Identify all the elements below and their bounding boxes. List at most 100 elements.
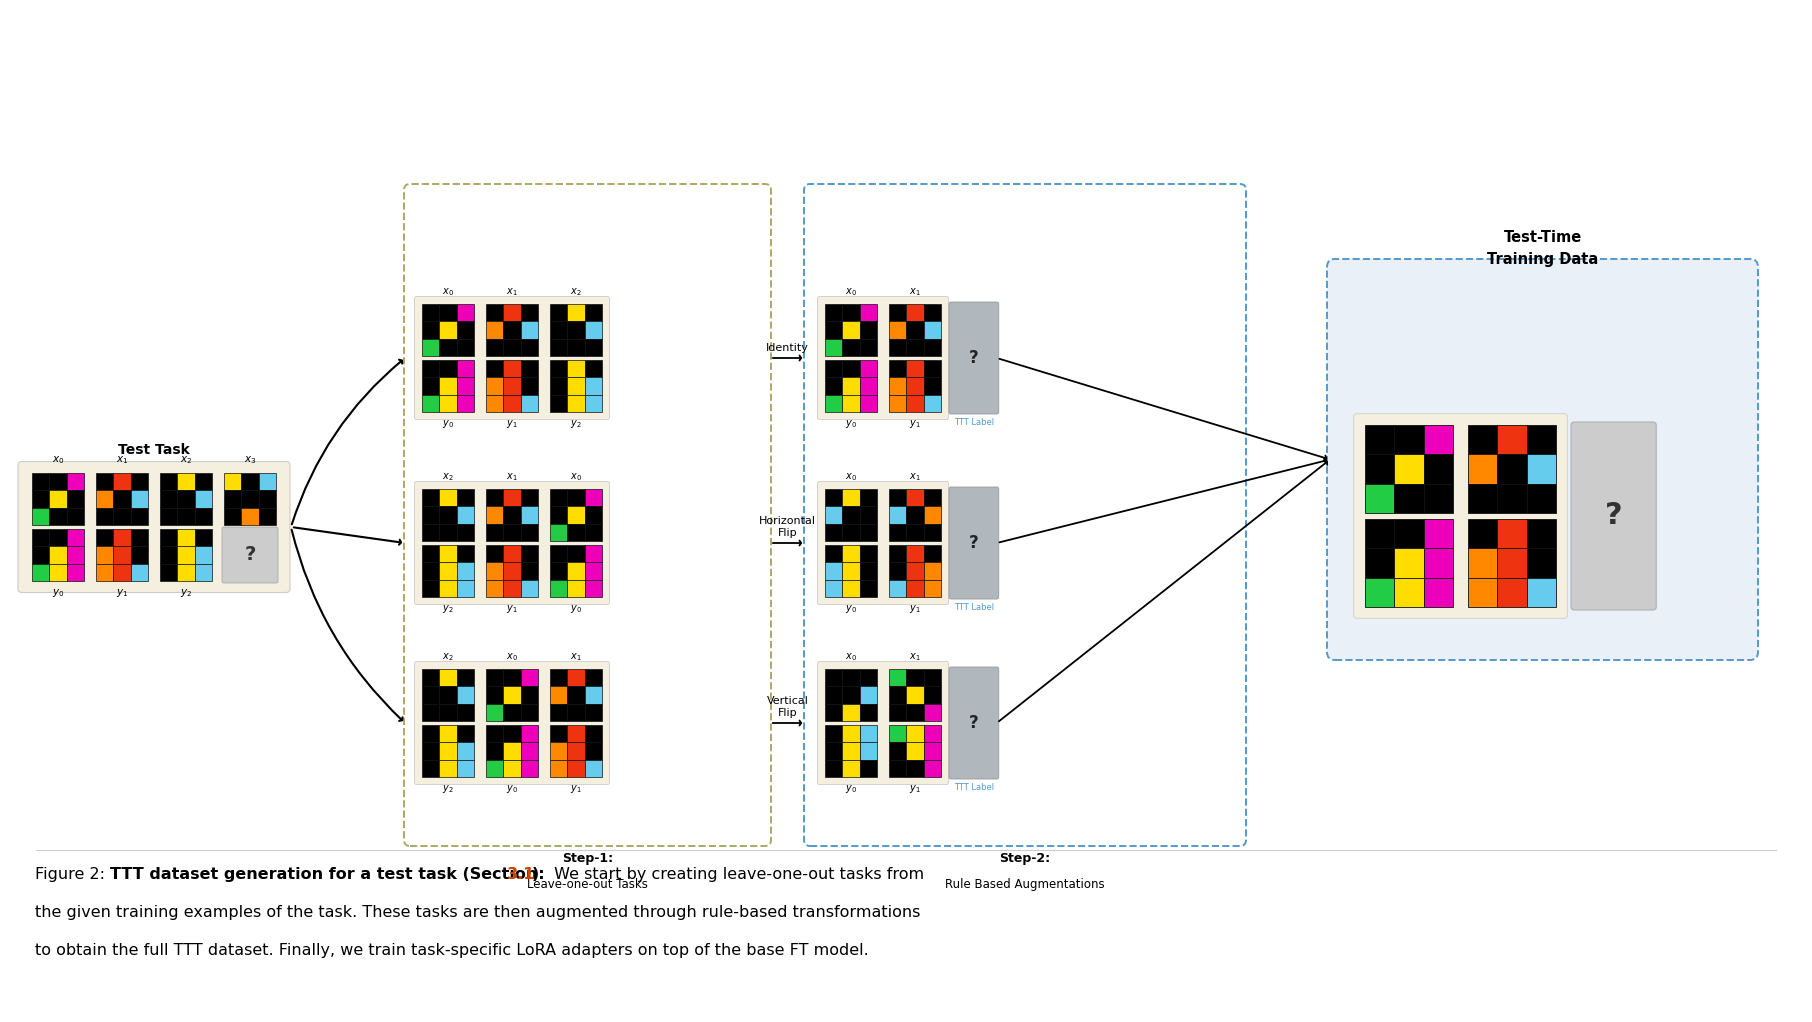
Bar: [259, 491, 275, 508]
Bar: [439, 338, 457, 356]
Bar: [585, 669, 602, 687]
Bar: [178, 491, 194, 508]
Text: $x_0$: $x_0$: [571, 471, 582, 483]
FancyBboxPatch shape: [949, 667, 998, 779]
Bar: [1393, 549, 1424, 577]
Bar: [457, 338, 475, 356]
FancyBboxPatch shape: [1571, 422, 1656, 610]
Bar: [422, 687, 439, 704]
Bar: [585, 321, 602, 338]
Bar: [159, 508, 178, 525]
Bar: [457, 360, 475, 377]
Bar: [504, 545, 520, 562]
Bar: [96, 547, 114, 564]
Bar: [178, 547, 194, 564]
Bar: [585, 759, 602, 777]
Bar: [130, 547, 149, 564]
Text: the given training examples of the task. These tasks are then augmented through : the given training examples of the task.…: [34, 905, 920, 920]
Bar: [486, 506, 504, 523]
Bar: [1497, 519, 1528, 549]
Bar: [1528, 455, 1557, 483]
Bar: [67, 508, 83, 525]
Bar: [194, 564, 212, 580]
Bar: [49, 564, 67, 580]
Bar: [859, 304, 877, 321]
Text: TTT Label: TTT Label: [953, 418, 995, 427]
Bar: [859, 321, 877, 338]
Bar: [843, 360, 859, 377]
Bar: [486, 360, 504, 377]
Bar: [130, 473, 149, 491]
Bar: [551, 562, 567, 579]
Bar: [924, 338, 940, 356]
Bar: [924, 394, 940, 412]
Bar: [843, 562, 859, 579]
Bar: [924, 704, 940, 721]
Bar: [567, 321, 585, 338]
Text: $y_2$: $y_2$: [571, 418, 582, 430]
Bar: [520, 725, 538, 742]
Bar: [906, 523, 924, 541]
Text: $x_0$: $x_0$: [844, 286, 857, 298]
Text: $x_1$: $x_1$: [910, 286, 920, 298]
Bar: [457, 669, 475, 687]
Bar: [906, 687, 924, 704]
Bar: [1497, 483, 1528, 513]
Bar: [1424, 577, 1453, 607]
Bar: [859, 360, 877, 377]
Bar: [49, 508, 67, 525]
FancyBboxPatch shape: [415, 481, 609, 604]
Bar: [924, 759, 940, 777]
Bar: [1468, 483, 1497, 513]
Bar: [843, 321, 859, 338]
Bar: [486, 321, 504, 338]
Bar: [1528, 519, 1557, 549]
Bar: [906, 377, 924, 394]
Bar: [859, 489, 877, 506]
FancyBboxPatch shape: [817, 661, 948, 785]
Bar: [520, 545, 538, 562]
Bar: [890, 704, 906, 721]
Bar: [49, 547, 67, 564]
Bar: [859, 394, 877, 412]
Text: $y_0$: $y_0$: [506, 783, 518, 795]
Bar: [824, 742, 843, 759]
Bar: [551, 360, 567, 377]
Bar: [520, 338, 538, 356]
Bar: [457, 506, 475, 523]
Bar: [1364, 549, 1393, 577]
Bar: [585, 360, 602, 377]
Bar: [824, 545, 843, 562]
Bar: [890, 725, 906, 742]
Text: $y_2$: $y_2$: [442, 783, 453, 795]
Bar: [114, 491, 130, 508]
Bar: [1528, 425, 1557, 455]
Bar: [906, 725, 924, 742]
Bar: [585, 562, 602, 579]
Bar: [843, 687, 859, 704]
Bar: [504, 523, 520, 541]
Text: ?: ?: [969, 714, 978, 732]
Bar: [859, 545, 877, 562]
Bar: [859, 338, 877, 356]
Bar: [906, 759, 924, 777]
Bar: [439, 377, 457, 394]
Bar: [504, 742, 520, 759]
Bar: [906, 669, 924, 687]
Bar: [551, 759, 567, 777]
Text: ?: ?: [969, 349, 978, 367]
Bar: [551, 377, 567, 394]
Bar: [178, 564, 194, 580]
Bar: [551, 489, 567, 506]
Bar: [130, 491, 149, 508]
Bar: [520, 669, 538, 687]
Bar: [457, 687, 475, 704]
Bar: [551, 304, 567, 321]
Bar: [457, 759, 475, 777]
Text: $x_1$: $x_1$: [571, 651, 582, 663]
Text: $x_2$: $x_2$: [571, 286, 582, 298]
Bar: [439, 304, 457, 321]
Text: Rule Based Augmentations: Rule Based Augmentations: [946, 878, 1105, 891]
Text: $y_2$: $y_2$: [442, 603, 453, 615]
Bar: [114, 508, 130, 525]
